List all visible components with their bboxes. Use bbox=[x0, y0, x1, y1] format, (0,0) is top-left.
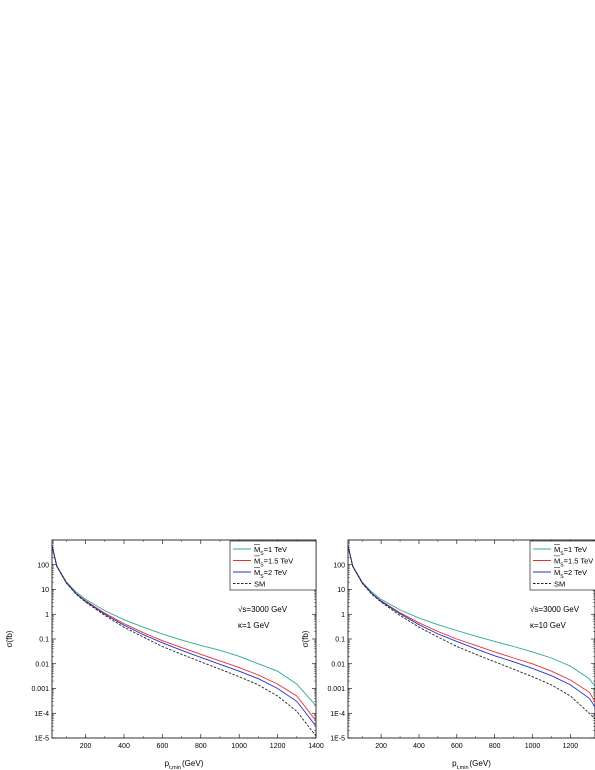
x-tick-label: 600 bbox=[451, 743, 463, 750]
x-axis-title: pt,min(GeV) bbox=[452, 759, 491, 770]
y-tick-label: 0.001 bbox=[31, 686, 49, 693]
y-tick-label: 0.1 bbox=[39, 637, 49, 644]
x-tick-label: 1200 bbox=[563, 743, 579, 750]
y-tick-label: 10 bbox=[337, 587, 345, 594]
legend-entry-rest: =1 TeV bbox=[264, 545, 287, 554]
legend-entry-sub: S bbox=[260, 551, 264, 557]
chart-panel-2: 1E-5 1E-4 0.001 0.01 0.1 1 10 100 200 400 600 800 10… bbox=[301, 539, 595, 770]
legend-entry-rest: =1 TeV bbox=[564, 545, 587, 554]
x-tick-label: 400 bbox=[118, 743, 130, 750]
y-tick-label: 100 bbox=[333, 562, 345, 569]
y-axis-title: σ(fb) bbox=[301, 630, 310, 647]
x-axis-title-main: p bbox=[165, 759, 170, 768]
y-tick-label: 0.1 bbox=[335, 637, 345, 644]
x-axis-title-unit: (GeV) bbox=[470, 759, 492, 768]
legend-entry: MS=2 TeV bbox=[554, 568, 587, 580]
legend-entry-rest: =1.5 TeV bbox=[264, 556, 294, 565]
legend-entry-main: SM bbox=[254, 579, 265, 588]
annotation: κ=1 GeV bbox=[238, 621, 270, 630]
legend-entry-main: M bbox=[254, 556, 260, 565]
x-tick-label: 1200 bbox=[270, 743, 286, 750]
y-tick-label: 0.01 bbox=[331, 661, 345, 668]
legend-entry: SM bbox=[254, 579, 265, 588]
x-axis-title-sub: t,min bbox=[169, 765, 181, 770]
series-line-1 bbox=[348, 545, 595, 687]
y-tick-label: 1 bbox=[341, 612, 345, 619]
x-axis-title-unit: (GeV) bbox=[182, 759, 204, 768]
y-tick-label: 0.01 bbox=[35, 661, 49, 668]
legend-entry-sub: S bbox=[560, 562, 564, 568]
y-tick-label: 1E-5 bbox=[34, 736, 49, 743]
legend-box bbox=[529, 540, 595, 591]
x-tick-label: 200 bbox=[80, 743, 92, 750]
legend-entry-main: SM bbox=[554, 579, 565, 588]
x-tick-label: 1400 bbox=[308, 743, 324, 750]
legend-entry-rest: =1.5 TeV bbox=[564, 556, 594, 565]
legend-entry-rest: =2 TeV bbox=[564, 568, 587, 577]
legend-entry-sub: S bbox=[560, 551, 564, 557]
legend-entry-sub: S bbox=[260, 562, 264, 568]
legend-entry-sub: S bbox=[560, 574, 564, 580]
series-line-4 bbox=[52, 545, 316, 737]
chart-panel-1: 1E-5 1E-4 0.001 0.01 0.1 1 10 100 200 400 600 800 10… bbox=[5, 539, 324, 770]
series-group bbox=[348, 545, 595, 720]
y-tick-label: 100 bbox=[37, 562, 49, 569]
x-axis-title-sub: t,min bbox=[457, 765, 469, 770]
annotation: √s=3000 GeV bbox=[530, 605, 580, 614]
y-axis-title: σ(fb) bbox=[5, 630, 14, 647]
x-tick-label: 800 bbox=[195, 743, 207, 750]
series-line-1 bbox=[52, 545, 316, 707]
legend-entry: SM bbox=[554, 579, 565, 588]
y-tick-label: 1 bbox=[45, 612, 49, 619]
x-tick-label: 200 bbox=[375, 743, 387, 750]
annotation: κ=10 GeV bbox=[530, 621, 566, 630]
legend-entry-main: M bbox=[554, 545, 560, 554]
x-tick-label: 1000 bbox=[231, 743, 247, 750]
legend-entry-main: M bbox=[254, 545, 260, 554]
legend-entry-main: M bbox=[254, 568, 260, 577]
y-tick-label: 0.001 bbox=[327, 686, 345, 693]
legend-entry: MS=1 TeV bbox=[254, 545, 287, 557]
y-tick-label: 1E-5 bbox=[330, 736, 345, 743]
x-tick-label: 600 bbox=[157, 743, 169, 750]
x-axis-title-main: p bbox=[452, 759, 457, 768]
legend-entry: MS=2 TeV bbox=[254, 568, 287, 580]
legend-entry-sub: S bbox=[260, 574, 264, 580]
x-axis-title: pt,min(GeV) bbox=[165, 759, 204, 770]
legend-entry-main: M bbox=[554, 556, 560, 565]
legend-entry: MS=1 TeV bbox=[554, 545, 587, 557]
legend-entry: MS=1.5 TeV bbox=[554, 556, 593, 568]
legend-entry: MS=1.5 TeV bbox=[254, 556, 293, 568]
x-tick-label: 1000 bbox=[525, 743, 541, 750]
legend-entry-main: M bbox=[554, 568, 560, 577]
legend-entry-rest: =2 TeV bbox=[264, 568, 287, 577]
x-tick-label: 800 bbox=[489, 743, 501, 750]
x-tick-label: 400 bbox=[413, 743, 425, 750]
series-line-4 bbox=[348, 545, 595, 720]
y-tick-label: 1E-4 bbox=[330, 711, 345, 718]
annotation: √s=3000 GeV bbox=[238, 605, 288, 614]
y-tick-label: 1E-4 bbox=[34, 711, 49, 718]
y-tick-label: 10 bbox=[41, 587, 49, 594]
series-group bbox=[52, 545, 316, 737]
